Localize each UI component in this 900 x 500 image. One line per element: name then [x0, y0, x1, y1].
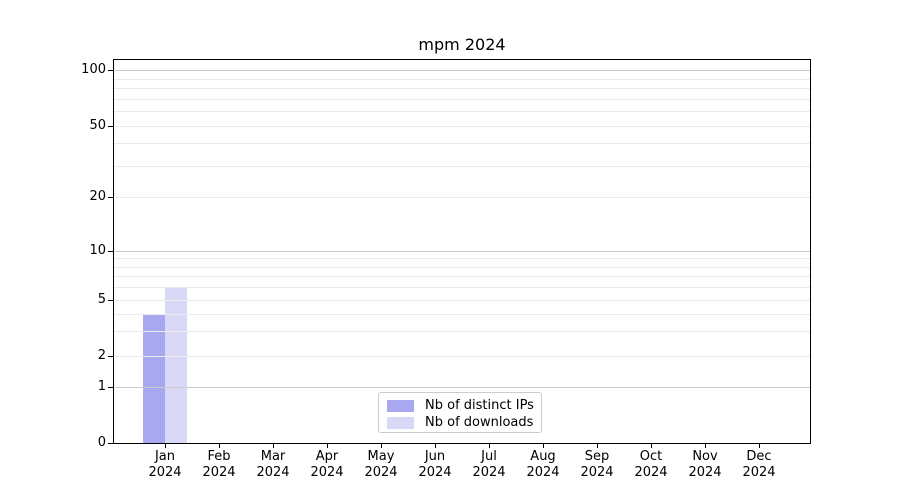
- x-tick-label: Apr 2024: [297, 449, 357, 481]
- x-tick-month: Jul: [481, 449, 497, 464]
- x-tick-month: Feb: [207, 449, 231, 464]
- x-tick: [165, 443, 166, 448]
- x-tick-label: Jan 2024: [135, 449, 195, 481]
- x-tick-year: 2024: [202, 465, 236, 480]
- gridline-minor: [114, 331, 810, 333]
- x-tick: [651, 443, 652, 448]
- y-tick: [108, 443, 114, 444]
- x-tick-month: Dec: [746, 449, 772, 464]
- x-tick-month: Apr: [315, 449, 339, 464]
- y-tick: [108, 387, 114, 388]
- x-tick-label: Nov 2024: [675, 449, 735, 481]
- bar-nb-of-distinct-ips-jan: [143, 313, 165, 443]
- chart-title: mpm 2024: [418, 35, 506, 54]
- legend-row: Nb of downloads: [379, 414, 541, 431]
- x-tick-month: Mar: [260, 449, 286, 464]
- y-tick: [108, 126, 114, 127]
- x-tick-label: May 2024: [351, 449, 411, 481]
- x-tick-month: Jan: [154, 449, 176, 464]
- gridline-minor: [114, 111, 810, 113]
- x-tick-year: 2024: [256, 465, 290, 480]
- y-tick: [108, 251, 114, 252]
- gridline-minor: [114, 88, 810, 90]
- x-tick-month: Sep: [584, 449, 610, 464]
- x-tick-year: 2024: [418, 465, 452, 480]
- y-tick-label: 20: [89, 189, 106, 204]
- x-tick: [273, 443, 274, 448]
- x-tick-year: 2024: [580, 465, 614, 480]
- legend-label: Nb of downloads: [425, 415, 534, 430]
- x-tick-year: 2024: [742, 465, 776, 480]
- y-tick: [108, 197, 114, 198]
- x-tick: [705, 443, 706, 448]
- gridline-minor: [114, 165, 810, 167]
- bar-nb-of-downloads-jan: [165, 287, 187, 443]
- y-tick-label: 5: [97, 292, 106, 307]
- legend-swatch: [387, 416, 414, 429]
- gridline-major: [114, 251, 810, 252]
- gridline-minor: [114, 266, 810, 268]
- gridline-minor: [114, 287, 810, 289]
- y-tick-label: 1: [97, 379, 106, 394]
- x-tick: [543, 443, 544, 448]
- y-tick-label: 100: [81, 62, 106, 77]
- x-tick-label: Jul 2024: [459, 449, 519, 481]
- x-tick-label: Sep 2024: [567, 449, 627, 481]
- plot-area: [113, 59, 811, 444]
- y-tick-label: 0: [97, 435, 106, 450]
- x-tick-label: Jun 2024: [405, 449, 465, 481]
- x-tick: [219, 443, 220, 448]
- x-tick: [597, 443, 598, 448]
- x-tick-label: Dec 2024: [729, 449, 789, 481]
- gridline-major: [114, 70, 810, 71]
- x-tick: [381, 443, 382, 448]
- x-tick-year: 2024: [688, 465, 722, 480]
- x-tick-year: 2024: [634, 465, 668, 480]
- y-tick: [108, 70, 114, 71]
- x-tick-label: Mar 2024: [243, 449, 303, 481]
- x-tick-year: 2024: [526, 465, 560, 480]
- gridline-minor: [114, 78, 810, 80]
- x-tick-year: 2024: [148, 465, 182, 480]
- x-tick-year: 2024: [310, 465, 344, 480]
- legend-label: Nb of distinct IPs: [425, 398, 534, 413]
- x-tick-month: May: [367, 449, 395, 464]
- gridline-minor: [114, 300, 810, 301]
- x-tick-year: 2024: [472, 465, 506, 480]
- y-tick-label: 10: [89, 243, 106, 258]
- x-tick: [489, 443, 490, 448]
- x-tick-label: Oct 2024: [621, 449, 681, 481]
- gridline-minor: [114, 126, 810, 127]
- gridline-minor: [114, 98, 810, 100]
- x-tick-label: Aug 2024: [513, 449, 573, 481]
- gridline-minor: [114, 356, 810, 357]
- gridline-minor: [114, 143, 810, 145]
- y-tick-label: 2: [97, 348, 106, 363]
- gridline-minor: [114, 258, 810, 260]
- gridline-major: [114, 387, 810, 388]
- x-tick-month: Jun: [424, 449, 446, 464]
- legend: Nb of distinct IPs Nb of downloads: [378, 392, 542, 433]
- x-tick-label: Feb 2024: [189, 449, 249, 481]
- x-tick: [435, 443, 436, 448]
- x-tick-month: Oct: [639, 449, 663, 464]
- gridline-minor: [114, 313, 810, 315]
- legend-row: Nb of distinct IPs: [379, 397, 541, 414]
- x-tick: [759, 443, 760, 448]
- y-tick: [108, 356, 114, 357]
- x-tick-month: Nov: [692, 449, 718, 464]
- x-tick: [327, 443, 328, 448]
- x-tick-month: Aug: [530, 449, 556, 464]
- gridline-minor: [114, 276, 810, 278]
- y-tick-label: 50: [89, 118, 106, 133]
- legend-swatch: [387, 399, 414, 412]
- y-tick: [108, 300, 114, 301]
- x-tick-year: 2024: [364, 465, 398, 480]
- gridline-minor: [114, 197, 810, 198]
